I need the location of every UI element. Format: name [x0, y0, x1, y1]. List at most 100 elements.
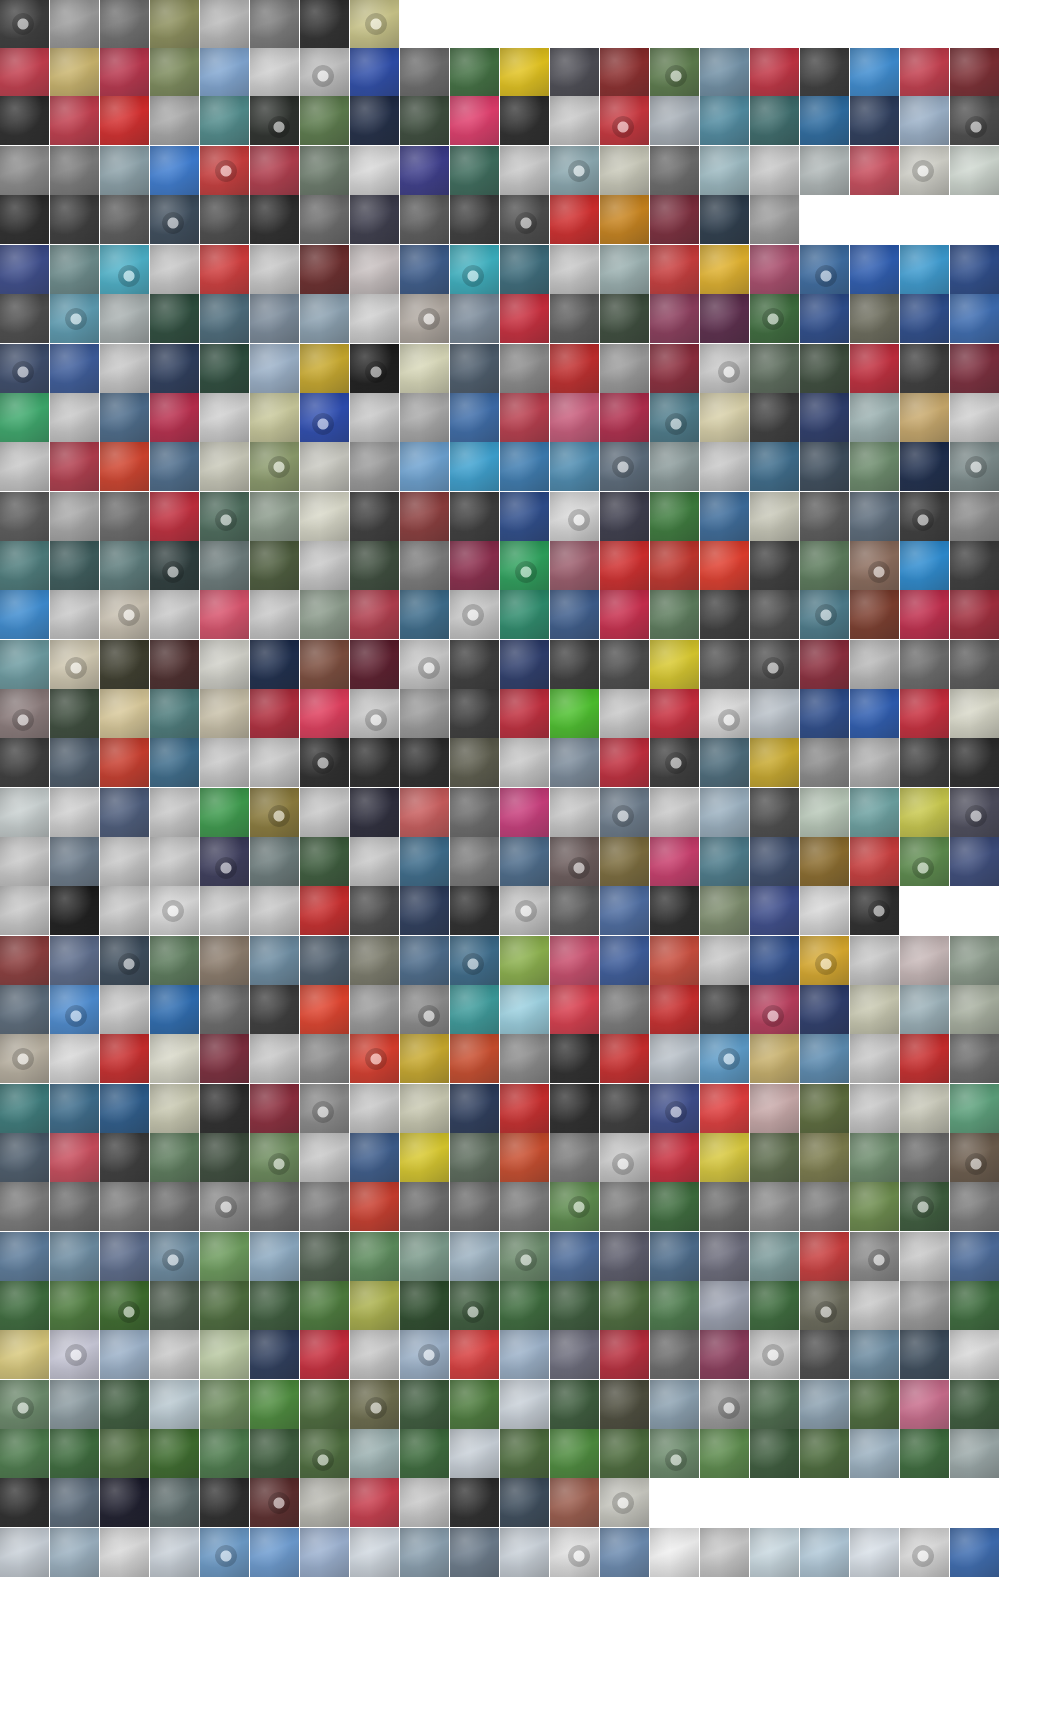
mosaic-tile: [150, 837, 199, 886]
mosaic-tile: [350, 344, 399, 393]
tile-highlight: [665, 65, 687, 87]
mosaic-tile: [700, 788, 749, 837]
mosaic-tile: [300, 492, 349, 541]
mosaic-tile: [550, 738, 599, 787]
mosaic-tile: [0, 1182, 49, 1231]
mosaic-tile: [50, 442, 99, 491]
mosaic-tile: [800, 96, 849, 145]
tile-highlight: [65, 308, 87, 330]
mosaic-tile: [750, 1182, 799, 1231]
mosaic-tile: [200, 837, 249, 886]
mosaic-tile: [650, 294, 699, 343]
tile-highlight: [912, 160, 934, 182]
mosaic-row: [0, 985, 1038, 1034]
mosaic-tile: [350, 1330, 399, 1379]
mosaic-tile: [900, 146, 949, 195]
mosaic-tile: [350, 837, 399, 886]
mosaic-tile: [50, 1330, 99, 1379]
mosaic-tile: [0, 1281, 49, 1330]
mosaic-tile: [350, 1528, 399, 1577]
tile-highlight: [365, 361, 387, 383]
mosaic-tile: [550, 294, 599, 343]
mosaic-tile: [250, 788, 299, 837]
tile-highlight: [965, 456, 987, 478]
mosaic-tile: [50, 689, 99, 738]
mosaic-tile: [600, 195, 649, 244]
mosaic-tile: [150, 738, 199, 787]
mosaic-tile: [900, 738, 949, 787]
mosaic-tile: [900, 1034, 949, 1083]
mosaic-tile: [700, 590, 749, 639]
mosaic-tile: [800, 738, 849, 787]
mosaic-tile: [150, 936, 199, 985]
mosaic-tile: [350, 1084, 399, 1133]
mosaic-tile: [250, 492, 299, 541]
mosaic-tile: [200, 1380, 249, 1429]
mosaic-tile: [0, 492, 49, 541]
mosaic-tile: [150, 1478, 199, 1527]
mosaic-tile: [600, 344, 649, 393]
mosaic-tile: [0, 146, 49, 195]
mosaic-tile: [400, 1429, 449, 1478]
mosaic-tile: [800, 294, 849, 343]
mosaic-tile: [500, 788, 549, 837]
mosaic-tile: [700, 48, 749, 97]
mosaic-tile: [700, 393, 749, 442]
mosaic-tile: [550, 1330, 599, 1379]
mosaic-tile: [50, 393, 99, 442]
mosaic-tile: [500, 985, 549, 1034]
mosaic-tile: [950, 1330, 999, 1379]
tile-highlight: [912, 1196, 934, 1218]
mosaic-tile: [300, 590, 349, 639]
mosaic-tile: [900, 1429, 949, 1478]
mosaic-tile: [550, 1380, 599, 1429]
mosaic-tile: [0, 96, 49, 145]
mosaic-tile: [700, 344, 749, 393]
mosaic-tile: [150, 886, 199, 935]
mosaic-tile: [550, 985, 599, 1034]
mosaic-row: [0, 1528, 1038, 1577]
mosaic-tile: [150, 1232, 199, 1281]
mosaic-tile: [400, 146, 449, 195]
mosaic-tile: [100, 1281, 149, 1330]
mosaic-tile: [800, 1182, 849, 1231]
mosaic-tile: [650, 492, 699, 541]
mosaic-tile: [250, 195, 299, 244]
mosaic-tile: [350, 0, 399, 48]
mosaic-tile: [700, 1084, 749, 1133]
mosaic-tile: [250, 1084, 299, 1133]
mosaic-tile: [750, 1034, 799, 1083]
tile-highlight: [365, 13, 387, 35]
mosaic-tile: [150, 294, 199, 343]
mosaic-tile: [550, 96, 599, 145]
mosaic-tile: [450, 492, 499, 541]
mosaic-tile: [400, 1084, 449, 1133]
mosaic-tile: [900, 985, 949, 1034]
mosaic-tile: [700, 1182, 749, 1231]
mosaic-tile: [800, 344, 849, 393]
tile-highlight: [12, 709, 34, 731]
mosaic-tile: [950, 985, 999, 1034]
mosaic-tile: [650, 344, 699, 393]
tile-highlight: [815, 953, 837, 975]
mosaic-tile: [550, 1232, 599, 1281]
mosaic-tile: [850, 788, 899, 837]
mosaic-tile: [800, 1084, 849, 1133]
mosaic-tile: [600, 442, 649, 491]
mosaic-tile: [100, 393, 149, 442]
mosaic-tile: [950, 738, 999, 787]
tile-highlight: [762, 1005, 784, 1027]
mosaic-tile: [550, 1084, 599, 1133]
mosaic-tile: [500, 48, 549, 97]
mosaic-tile: [250, 294, 299, 343]
mosaic-tile: [700, 985, 749, 1034]
mosaic-tile: [850, 344, 899, 393]
mosaic-tile: [400, 1232, 449, 1281]
mosaic-tile: [300, 837, 349, 886]
mosaic-tile: [300, 245, 349, 294]
mosaic-tile: [750, 788, 799, 837]
mosaic-tile: [400, 1478, 449, 1527]
mosaic-tile: [800, 640, 849, 689]
mosaic-tile: [450, 886, 499, 935]
mosaic-tile: [650, 541, 699, 590]
